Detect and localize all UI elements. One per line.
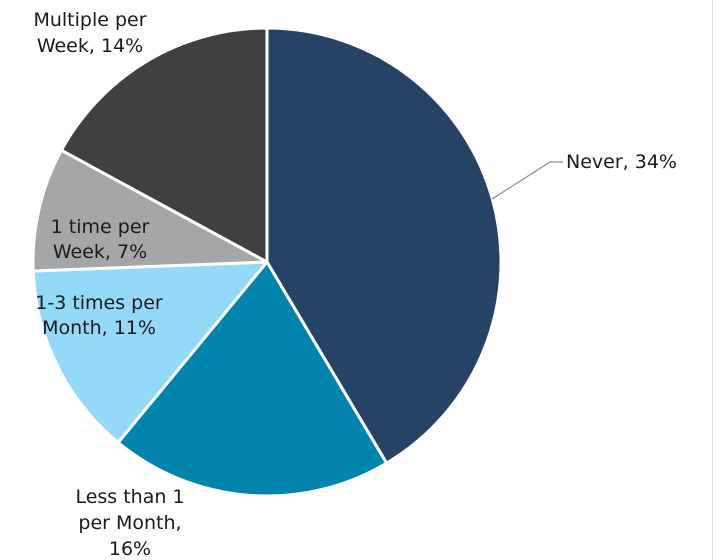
slice-label-1-time-line-2: Week, 7%: [53, 241, 147, 263]
label-group-never: Never, 34%: [566, 151, 677, 173]
slice-label-less-than-1-line-1: Less than 1: [75, 486, 184, 508]
slice-label-multiple-line-2: Week, 14%: [37, 35, 143, 57]
slice-label-1-time-line-1: 1 time per: [51, 216, 150, 238]
leader-line-never: [491, 161, 563, 200]
label-group-multiple: Multiple per Week, 14%: [33, 9, 146, 57]
pie-slice-multiple: [59, 26, 269, 264]
slice-label-less-than-1-line-2: per Month,: [78, 512, 181, 534]
slice-label-multiple-line-1: Multiple per: [33, 9, 146, 31]
pie-slices: [31, 26, 503, 498]
pie-slice-1-3-times: [31, 260, 269, 445]
slice-label-never-line-1: Never, 34%: [566, 151, 677, 173]
pie-slice-never: [265, 26, 503, 465]
pie-slice-less-than-1: [116, 260, 389, 498]
pie-slice-1-time: [31, 148, 269, 273]
slice-label-less-than-1-line-3: 16%: [109, 538, 151, 560]
slice-label-1-3-times-line-2: Month, 11%: [42, 317, 156, 339]
label-group-1-time: 1 time per Week, 7%: [51, 216, 150, 263]
label-group-less-than-1: Less than 1 per Month, 16%: [75, 486, 184, 560]
slice-label-1-3-times-line-1: 1-3 times per: [35, 292, 163, 314]
frame-right-border: [712, 0, 713, 560]
label-group-1-3-times: 1-3 times per Month, 11%: [35, 292, 163, 339]
